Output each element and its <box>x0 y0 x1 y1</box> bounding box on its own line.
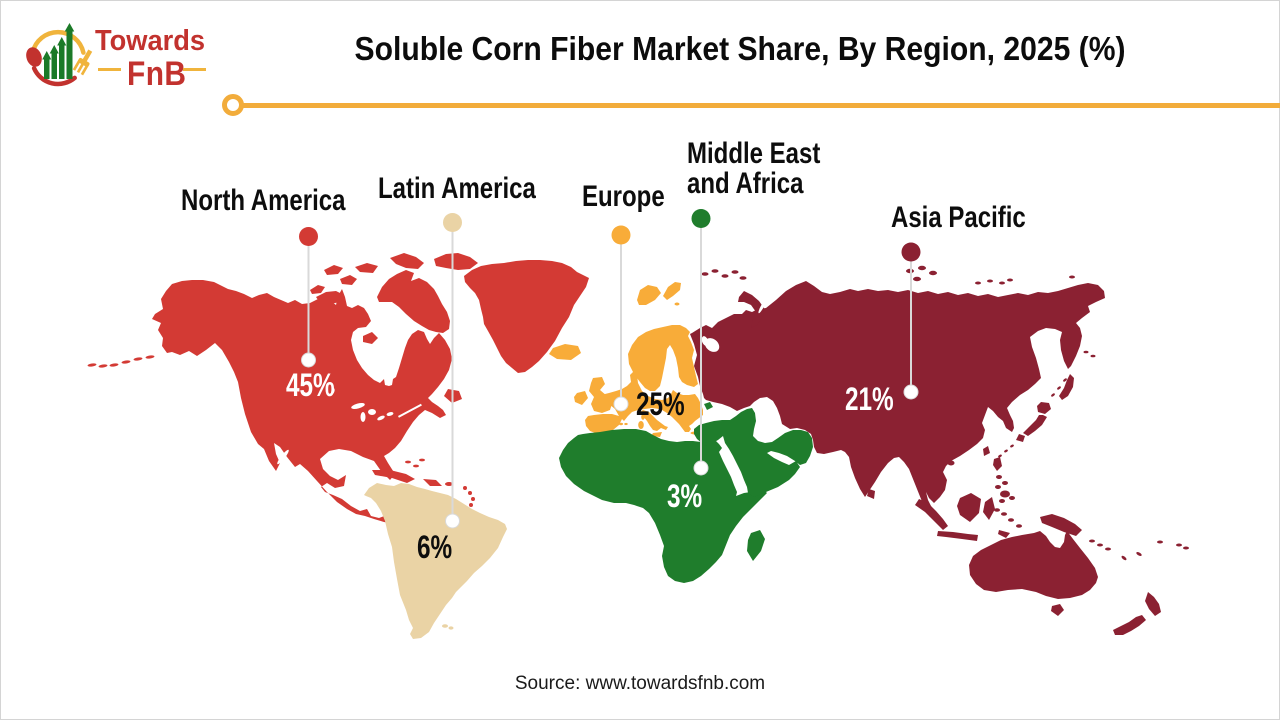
svg-text:Towards: Towards <box>95 24 205 56</box>
svg-text:FnB: FnB <box>127 54 186 92</box>
